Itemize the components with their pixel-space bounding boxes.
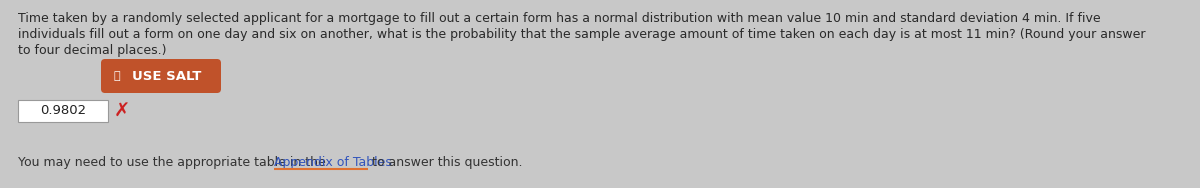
Text: ✗: ✗ — [114, 102, 130, 121]
Text: Time taken by a randomly selected applicant for a mortgage to fill out a certain: Time taken by a randomly selected applic… — [18, 12, 1100, 25]
FancyBboxPatch shape — [101, 59, 221, 93]
Text: to four decimal places.): to four decimal places.) — [18, 44, 167, 57]
Text: 🔍: 🔍 — [114, 71, 120, 81]
Text: 0.9802: 0.9802 — [40, 105, 86, 118]
Text: You may need to use the appropriate table in the: You may need to use the appropriate tabl… — [18, 156, 330, 169]
FancyBboxPatch shape — [18, 100, 108, 122]
Text: Appendix of Tables: Appendix of Tables — [274, 156, 391, 169]
Text: USE SALT: USE SALT — [132, 70, 202, 83]
Text: to answer this question.: to answer this question. — [367, 156, 522, 169]
Text: individuals fill out a form on one day and six on another, what is the probabili: individuals fill out a form on one day a… — [18, 28, 1146, 41]
